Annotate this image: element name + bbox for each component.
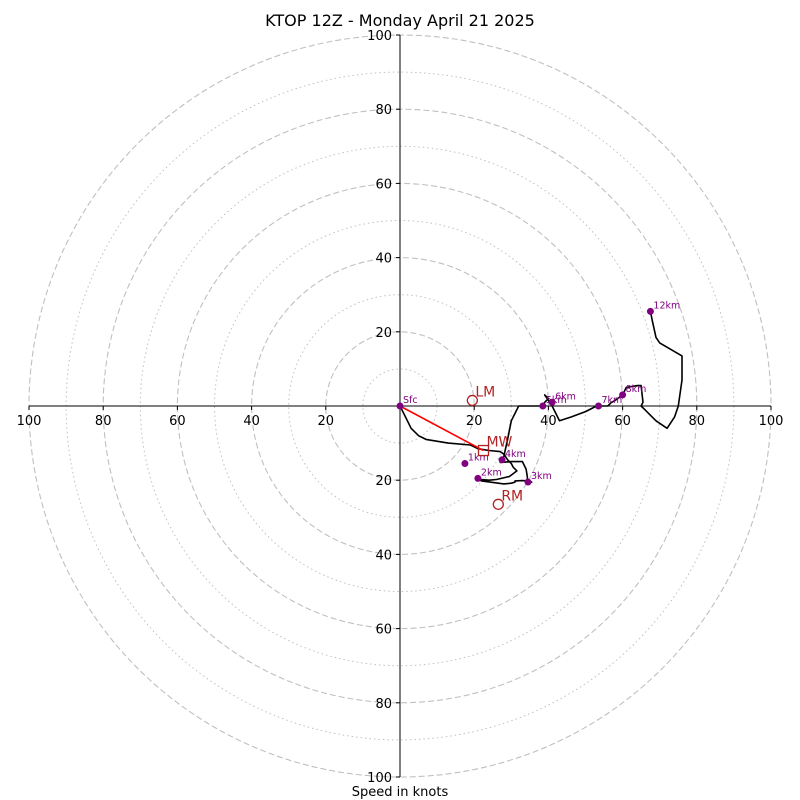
x-tick-label: 60 — [614, 414, 631, 429]
storm-motion-marker — [492, 498, 504, 510]
chart-title: KTOP 12Z - Monday April 21 2025 — [265, 11, 535, 30]
height-marker — [539, 402, 547, 410]
height-marker-label: 4km — [505, 449, 526, 460]
height-marker — [474, 474, 482, 482]
height-marker — [461, 460, 469, 468]
x-tick-label: 40 — [540, 414, 557, 429]
y-tick-label: 40 — [375, 548, 392, 563]
y-tick-label: 100 — [367, 771, 392, 786]
height-marker-label: 2km — [481, 467, 502, 478]
tick-labels: 20 20 20 20 40 40 40 40 60 60 60 60 80 80 80 80 100 100 10… — [17, 29, 784, 786]
height-marker — [646, 307, 654, 315]
height-marker-label: 1km — [468, 453, 489, 464]
y-tick-label: 80 — [375, 103, 392, 118]
x-axis-label: Speed in knots — [352, 785, 449, 800]
y-tick-label: 100 — [367, 29, 392, 44]
y-tick-label: 20 — [375, 326, 392, 341]
x-tick-label: 80 — [689, 414, 706, 429]
hodograph-trace — [399, 311, 683, 485]
storm-motion-label: RM — [501, 488, 523, 504]
height-marker — [498, 456, 506, 464]
height-marker — [548, 398, 556, 406]
x-tick-label: 80 — [95, 414, 112, 429]
x-tick-label: 20 — [318, 414, 335, 429]
height-marker — [524, 478, 532, 486]
storm-motion-label: MW — [486, 435, 512, 451]
x-tick-label: 20 — [466, 414, 483, 429]
height-marker — [619, 391, 627, 399]
y-tick-label: 60 — [375, 623, 392, 638]
height-marker-label: 8km — [626, 384, 647, 395]
y-tick-label: 20 — [375, 474, 392, 489]
height-marker-label: 6km — [555, 391, 576, 402]
y-tick-label: 60 — [375, 177, 392, 192]
height-marker-label: 5km — [546, 395, 567, 406]
storm-motion-label: LM — [475, 384, 495, 400]
height-marker-label: Sfc — [403, 395, 418, 406]
height-marker — [594, 402, 602, 410]
x-tick-label: 60 — [169, 414, 186, 429]
storm-motion-marker — [466, 394, 478, 407]
height-marker — [396, 402, 404, 410]
y-tick-label: 40 — [375, 252, 392, 267]
y-tick-label: 80 — [375, 697, 392, 712]
height-marker-label: 7km — [601, 395, 622, 406]
x-tick-label: 100 — [17, 414, 42, 429]
storm-motion-marker — [477, 444, 490, 457]
height-marker-label: 3km — [531, 471, 552, 482]
height-marker-label: 12km — [653, 300, 680, 311]
x-tick-label: 100 — [759, 414, 784, 429]
shear-vector — [399, 405, 484, 452]
x-tick-label: 40 — [243, 414, 260, 429]
